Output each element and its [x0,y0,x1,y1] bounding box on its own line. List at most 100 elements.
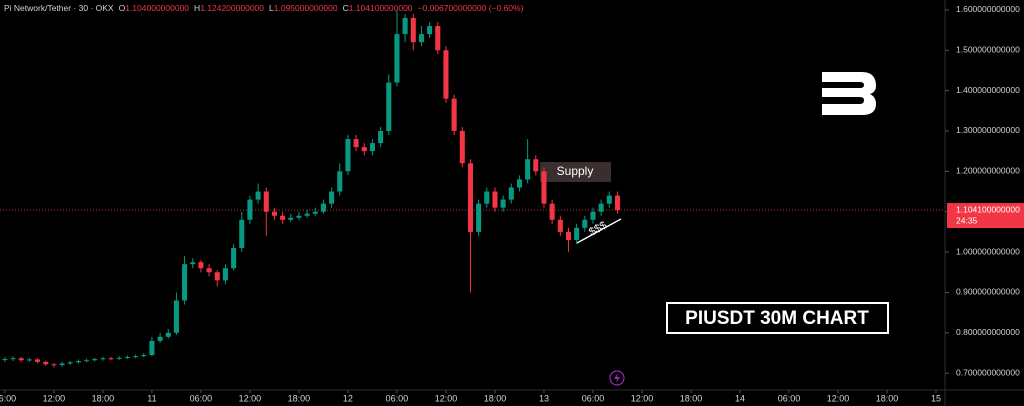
candle-body [565,231,572,240]
candle-body [435,26,441,51]
candle-body [500,199,506,208]
candle-body [361,147,367,152]
candle-body [369,143,375,152]
candle-body [43,361,49,365]
candle-body [386,82,392,131]
y-tick-label: 1.300000000000 [956,125,1020,135]
legend-item: 1.124200000000 [200,3,264,13]
event-icon[interactable] [609,370,625,386]
candle-body [516,179,522,188]
y-tick-label: 0.800000000000 [956,327,1020,337]
candle-body [329,191,335,204]
candle-body [116,357,122,359]
candle-body [182,264,188,301]
y-tick-label: 1.000000000000 [956,246,1020,256]
x-tick-label: 06:00 [386,393,409,403]
candle-body [492,191,498,208]
candle-body [476,203,482,232]
x-tick-label: 12 [343,393,353,403]
candle-body [288,217,294,220]
x-tick-label: 12:00 [827,393,850,403]
candle-body [100,358,106,360]
legend-item: 1.104000000000 [125,3,189,13]
legend-item: C [343,3,349,13]
x-tick-label: 12:00 [631,393,654,403]
candle-body [606,195,612,204]
candle-body [427,26,433,35]
candle-body [459,130,465,164]
logo-mark [822,72,876,115]
y-tick-label: 1.400000000000 [956,85,1020,95]
legend: Pi Network/Tether · 30 · OKX O1.104000000… [4,3,524,13]
candle-body [525,159,531,180]
y-tick-label: 1.200000000000 [956,166,1020,176]
candle-body [165,332,171,337]
candle-body [582,219,588,228]
legend-item: L [269,3,274,13]
candle-body [141,355,147,357]
candle-body [312,211,318,214]
candle-body [26,359,32,361]
candle-body [198,262,204,269]
countdown: 24:35 [956,215,978,225]
candle-body [157,336,163,341]
candle-body [394,34,400,83]
x-tick-label: 12:00 [43,393,66,403]
x-tick-label: 18:00 [876,393,899,403]
legend-item: Pi Network/Tether · 30 · OKX [4,3,114,13]
legend-item: 1.104100000000 [349,3,413,13]
x-tick-label: 18:00 [92,393,115,403]
candle-body [345,139,351,172]
candle-body [263,191,269,212]
last-price-box [947,203,1024,229]
x-tick-label: 12:00 [435,393,458,403]
x-tick-label: 11 [147,393,156,403]
candle-body [484,191,490,204]
candle-body [255,191,261,200]
candle-body [590,211,596,220]
candle-body [533,159,539,172]
candle-body [402,17,408,35]
x-tick-label: 12:00 [239,393,262,403]
candle-body [508,187,514,200]
candle-body [337,171,343,192]
x-tick-label: 06:00 [778,393,801,403]
candle-body [59,363,65,366]
logo [822,72,876,115]
supply-label: Supply [557,164,594,178]
liquidity-line [576,218,622,244]
chart-label-box [666,302,889,334]
candle-body [467,163,473,232]
last-price-label: 1.104100000000 [956,204,1020,214]
legend-item: −0.006700000000 (−0.60%) [418,3,524,13]
candle-body [214,272,220,281]
candle-body [51,364,57,366]
candle-body [35,359,41,362]
x-tick-label: 06:00 [582,393,605,403]
candle-body [75,361,81,363]
candle-body [304,213,310,216]
candle-body [353,139,359,148]
x-tick-label: 18:00 [288,393,311,403]
candle-body [598,203,604,212]
candle-body [108,358,114,360]
x-tick-label: 14 [735,393,745,403]
candle-body [190,262,196,265]
y-tick-label: 0.900000000000 [956,287,1020,297]
x-tick-label: 06:00 [190,393,213,403]
chart-label: PIUSDT 30M CHART [685,308,869,329]
x-tick-label: 18:00 [484,393,507,403]
candle-body [378,130,384,144]
x-tick-label: 06:00 [0,393,16,403]
candle-body [10,358,16,360]
candle-body [173,300,179,333]
candle-body [541,171,547,204]
candle-body [271,211,277,216]
candle-body [418,34,424,43]
candle-body [84,360,90,362]
candle-body [280,215,286,220]
legend-item: O [119,3,126,13]
supply-box [540,162,611,182]
